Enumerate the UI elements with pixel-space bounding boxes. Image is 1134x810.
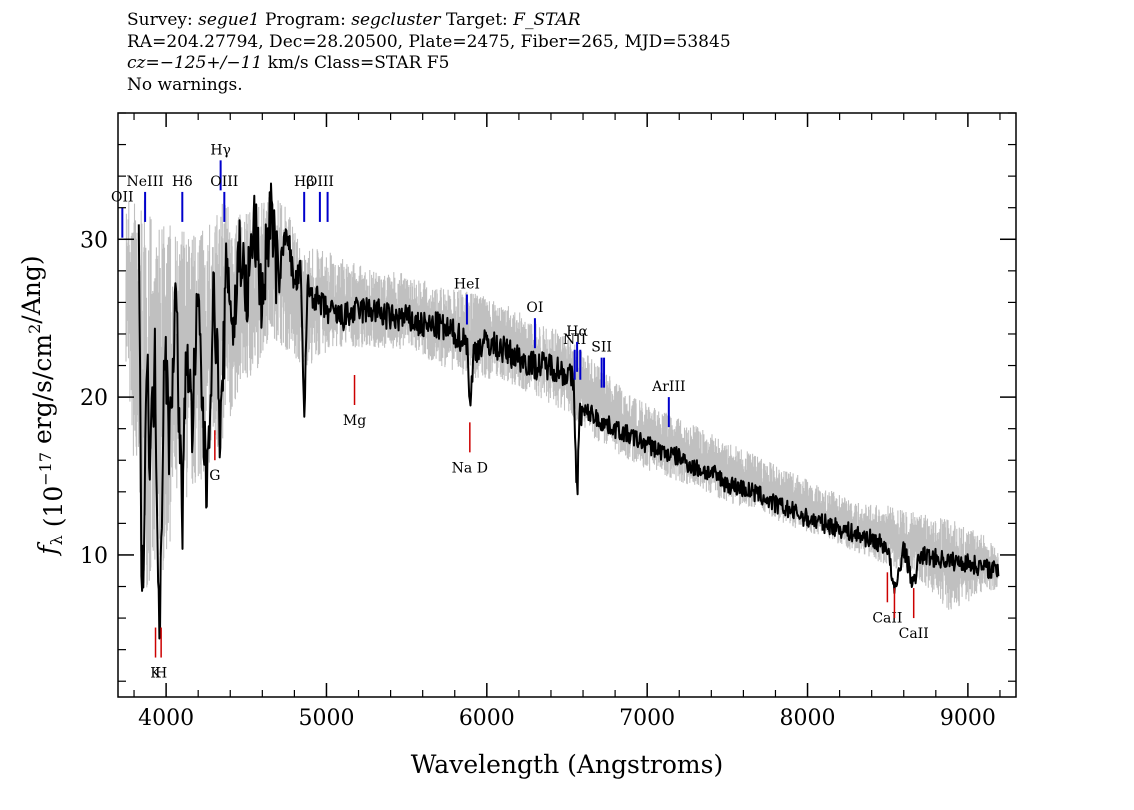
absorption-line-label: CaII (872, 610, 902, 626)
y-tick-label: 20 (80, 386, 108, 411)
emission-line-label: OII (111, 190, 134, 206)
cz-value: =−125+/−11 (145, 53, 263, 73)
x-tick-label: 4000 (138, 706, 194, 731)
x-axis-label: Wavelength (Angstroms) (411, 750, 723, 779)
absorption-line-label: H (155, 666, 167, 682)
header-line-redshift: cz=−125+/−11 km/s Class=STAR F5 (127, 53, 731, 75)
x-tick-label: 5000 (298, 706, 354, 731)
program-label: Program: (259, 10, 352, 30)
emission-line-label: OIII (306, 174, 334, 190)
emission-line-label: ArIII (651, 379, 685, 395)
y-tick-label: 10 (80, 544, 108, 569)
x-tick-label: 7000 (619, 706, 675, 731)
header-line-warnings: No warnings. (127, 74, 243, 95)
flux-series (137, 182, 1000, 640)
target-value: F_STAR (513, 10, 581, 30)
y-axis-label: fλ (10−17 erg/s/cm2/Ang) (17, 255, 68, 556)
x-tick-label: 6000 (459, 706, 515, 731)
emission-line-label: SII (591, 340, 612, 356)
flux-series-layer (137, 182, 1000, 640)
spectrum-header: Survey: segue1 Program: segcluster Targe… (127, 10, 731, 96)
class-text: km/s Class=STAR F5 (262, 53, 450, 73)
emission-line-label: OIII (210, 174, 238, 190)
absorption-line-label: K (150, 666, 161, 682)
emission-line-label: NeIII (127, 174, 164, 190)
emission-line-label: OI (526, 300, 543, 316)
header-line-coordinates: RA=204.27794, Dec=28.20500, Plate=2475, … (127, 31, 731, 52)
emission-line-label: Hβ (294, 174, 314, 190)
emission-line-label: HeI (454, 277, 480, 293)
emission-line-label: Hα (566, 324, 588, 340)
x-tick-label: 9000 (940, 706, 996, 731)
target-label: Target: (440, 10, 514, 30)
emission-line-label: Hγ (210, 142, 231, 158)
emission-line-label: NII (563, 332, 586, 348)
x-tick-label: 8000 (780, 706, 836, 731)
program-value: segcluster (351, 10, 441, 30)
absorption-line-label: Mg (343, 413, 366, 429)
survey-label: Survey: (127, 10, 199, 30)
cz-label: cz (127, 53, 146, 73)
absorption-line-label: G (209, 468, 220, 484)
absorption-line-label: CaII (899, 626, 929, 642)
plot-frame (117, 112, 1017, 698)
tick-layer: 4000 5000 6000 7000 8000 9000 10 20 30 (80, 112, 1016, 731)
axes-layer (117, 112, 1017, 698)
survey-value: segue1 (198, 10, 260, 30)
header-line-survey: Survey: segue1 Program: segcluster Targe… (127, 10, 731, 32)
absorption-line-label: Na D (452, 460, 488, 476)
emission-line-label: Hδ (172, 174, 193, 190)
y-tick-label: 30 (80, 228, 108, 253)
